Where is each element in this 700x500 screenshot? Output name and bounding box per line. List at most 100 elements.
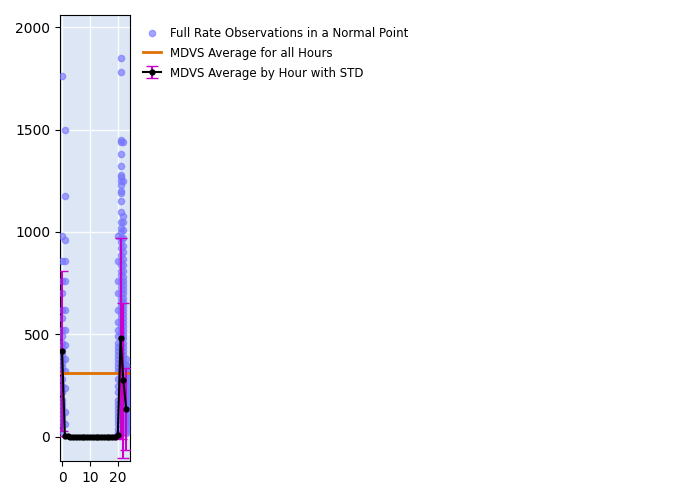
Full Rate Observations in a Normal Point	[118, 294, 129, 302]
Full Rate Observations in a Normal Point	[118, 322, 129, 330]
Full Rate Observations in a Normal Point	[120, 418, 132, 426]
Full Rate Observations in a Normal Point	[112, 430, 123, 438]
Full Rate Observations in a Normal Point	[57, 306, 68, 314]
Full Rate Observations in a Normal Point	[115, 198, 126, 205]
Full Rate Observations in a Normal Point	[57, 346, 68, 354]
Full Rate Observations in a Normal Point	[57, 314, 68, 322]
Full Rate Observations in a Normal Point	[118, 363, 129, 371]
Full Rate Observations in a Normal Point	[57, 404, 68, 412]
Full Rate Observations in a Normal Point	[115, 189, 126, 197]
Full Rate Observations in a Normal Point	[115, 380, 126, 388]
Full Rate Observations in a Normal Point	[118, 310, 129, 318]
Full Rate Observations in a Normal Point	[118, 212, 129, 220]
Full Rate Observations in a Normal Point	[115, 150, 126, 158]
Full Rate Observations in a Normal Point	[118, 392, 129, 400]
Full Rate Observations in a Normal Point	[120, 394, 132, 402]
Full Rate Observations in a Normal Point	[57, 351, 68, 359]
Full Rate Observations in a Normal Point	[115, 136, 126, 144]
Full Rate Observations in a Normal Point	[57, 382, 68, 390]
Full Rate Observations in a Normal Point	[118, 277, 129, 285]
Full Rate Observations in a Normal Point	[120, 420, 132, 428]
Full Rate Observations in a Normal Point	[118, 400, 129, 408]
Full Rate Observations in a Normal Point	[118, 302, 129, 310]
Full Rate Observations in a Normal Point	[112, 367, 123, 375]
Full Rate Observations in a Normal Point	[57, 416, 68, 424]
Full Rate Observations in a Normal Point	[120, 392, 132, 400]
Full Rate Observations in a Normal Point	[112, 256, 123, 264]
Full Rate Observations in a Normal Point	[120, 365, 132, 373]
Full Rate Observations in a Normal Point	[112, 363, 123, 371]
Full Rate Observations in a Normal Point	[120, 422, 132, 430]
Full Rate Observations in a Normal Point	[115, 187, 126, 195]
Full Rate Observations in a Normal Point	[118, 218, 129, 226]
Full Rate Observations in a Normal Point	[57, 420, 68, 428]
Full Rate Observations in a Normal Point	[115, 54, 126, 62]
Full Rate Observations in a Normal Point	[57, 363, 68, 371]
Full Rate Observations in a Normal Point	[120, 361, 132, 369]
Full Rate Observations in a Normal Point	[115, 138, 126, 146]
Full Rate Observations in a Normal Point	[115, 224, 126, 232]
Full Rate Observations in a Normal Point	[112, 359, 123, 367]
Full Rate Observations in a Normal Point	[120, 367, 132, 375]
Full Rate Observations in a Normal Point	[118, 318, 129, 326]
Full Rate Observations in a Normal Point	[112, 388, 123, 396]
Full Rate Observations in a Normal Point	[115, 372, 126, 380]
Full Rate Observations in a Normal Point	[57, 277, 68, 285]
Full Rate Observations in a Normal Point	[112, 404, 123, 412]
Full Rate Observations in a Normal Point	[115, 322, 126, 330]
Full Rate Observations in a Normal Point	[118, 177, 129, 185]
Full Rate Observations in a Normal Point	[118, 338, 129, 346]
Full Rate Observations in a Normal Point	[60, 126, 71, 134]
Full Rate Observations in a Normal Point	[120, 370, 132, 378]
Full Rate Observations in a Normal Point	[57, 359, 68, 367]
Full Rate Observations in a Normal Point	[115, 162, 126, 170]
Full Rate Observations in a Normal Point	[120, 416, 132, 424]
Full Rate Observations in a Normal Point	[115, 346, 126, 354]
Full Rate Observations in a Normal Point	[57, 338, 68, 346]
Full Rate Observations in a Normal Point	[57, 72, 68, 80]
Full Rate Observations in a Normal Point	[57, 388, 68, 396]
Full Rate Observations in a Normal Point	[118, 367, 129, 375]
Full Rate Observations in a Normal Point	[112, 412, 123, 420]
Full Rate Observations in a Normal Point	[120, 398, 132, 406]
Full Rate Observations in a Normal Point	[112, 428, 123, 436]
Full Rate Observations in a Normal Point	[115, 172, 126, 180]
Full Rate Observations in a Normal Point	[57, 232, 68, 240]
Full Rate Observations in a Normal Point	[120, 372, 132, 380]
Full Rate Observations in a Normal Point	[118, 234, 129, 242]
Full Rate Observations in a Normal Point	[118, 388, 129, 396]
Full Rate Observations in a Normal Point	[120, 376, 132, 384]
Full Rate Observations in a Normal Point	[115, 177, 126, 185]
Full Rate Observations in a Normal Point	[57, 256, 68, 264]
Full Rate Observations in a Normal Point	[115, 181, 126, 189]
Full Rate Observations in a Normal Point	[60, 192, 71, 200]
Full Rate Observations in a Normal Point	[118, 298, 129, 306]
Full Rate Observations in a Normal Point	[118, 306, 129, 314]
Full Rate Observations in a Normal Point	[60, 355, 71, 363]
Full Rate Observations in a Normal Point	[120, 355, 132, 363]
Full Rate Observations in a Normal Point	[118, 380, 129, 388]
Full Rate Observations in a Normal Point	[118, 290, 129, 298]
Full Rate Observations in a Normal Point	[115, 218, 126, 226]
Full Rate Observations in a Normal Point	[57, 426, 68, 434]
Full Rate Observations in a Normal Point	[57, 408, 68, 416]
Full Rate Observations in a Normal Point	[115, 355, 126, 363]
Full Rate Observations in a Normal Point	[118, 396, 129, 404]
Full Rate Observations in a Normal Point	[112, 416, 123, 424]
Full Rate Observations in a Normal Point	[57, 400, 68, 408]
Full Rate Observations in a Normal Point	[115, 267, 126, 275]
Full Rate Observations in a Normal Point	[118, 261, 129, 269]
Full Rate Observations in a Normal Point	[120, 408, 132, 416]
Full Rate Observations in a Normal Point	[57, 412, 68, 420]
Full Rate Observations in a Normal Point	[120, 384, 132, 392]
Full Rate Observations in a Normal Point	[60, 306, 71, 314]
Full Rate Observations in a Normal Point	[118, 334, 129, 342]
Full Rate Observations in a Normal Point	[120, 382, 132, 390]
Full Rate Observations in a Normal Point	[115, 351, 126, 359]
Full Rate Observations in a Normal Point	[120, 404, 132, 412]
Full Rate Observations in a Normal Point	[115, 277, 126, 285]
Full Rate Observations in a Normal Point	[57, 342, 68, 350]
Full Rate Observations in a Normal Point	[60, 340, 71, 348]
Full Rate Observations in a Normal Point	[112, 424, 123, 432]
Full Rate Observations in a Normal Point	[112, 396, 123, 404]
